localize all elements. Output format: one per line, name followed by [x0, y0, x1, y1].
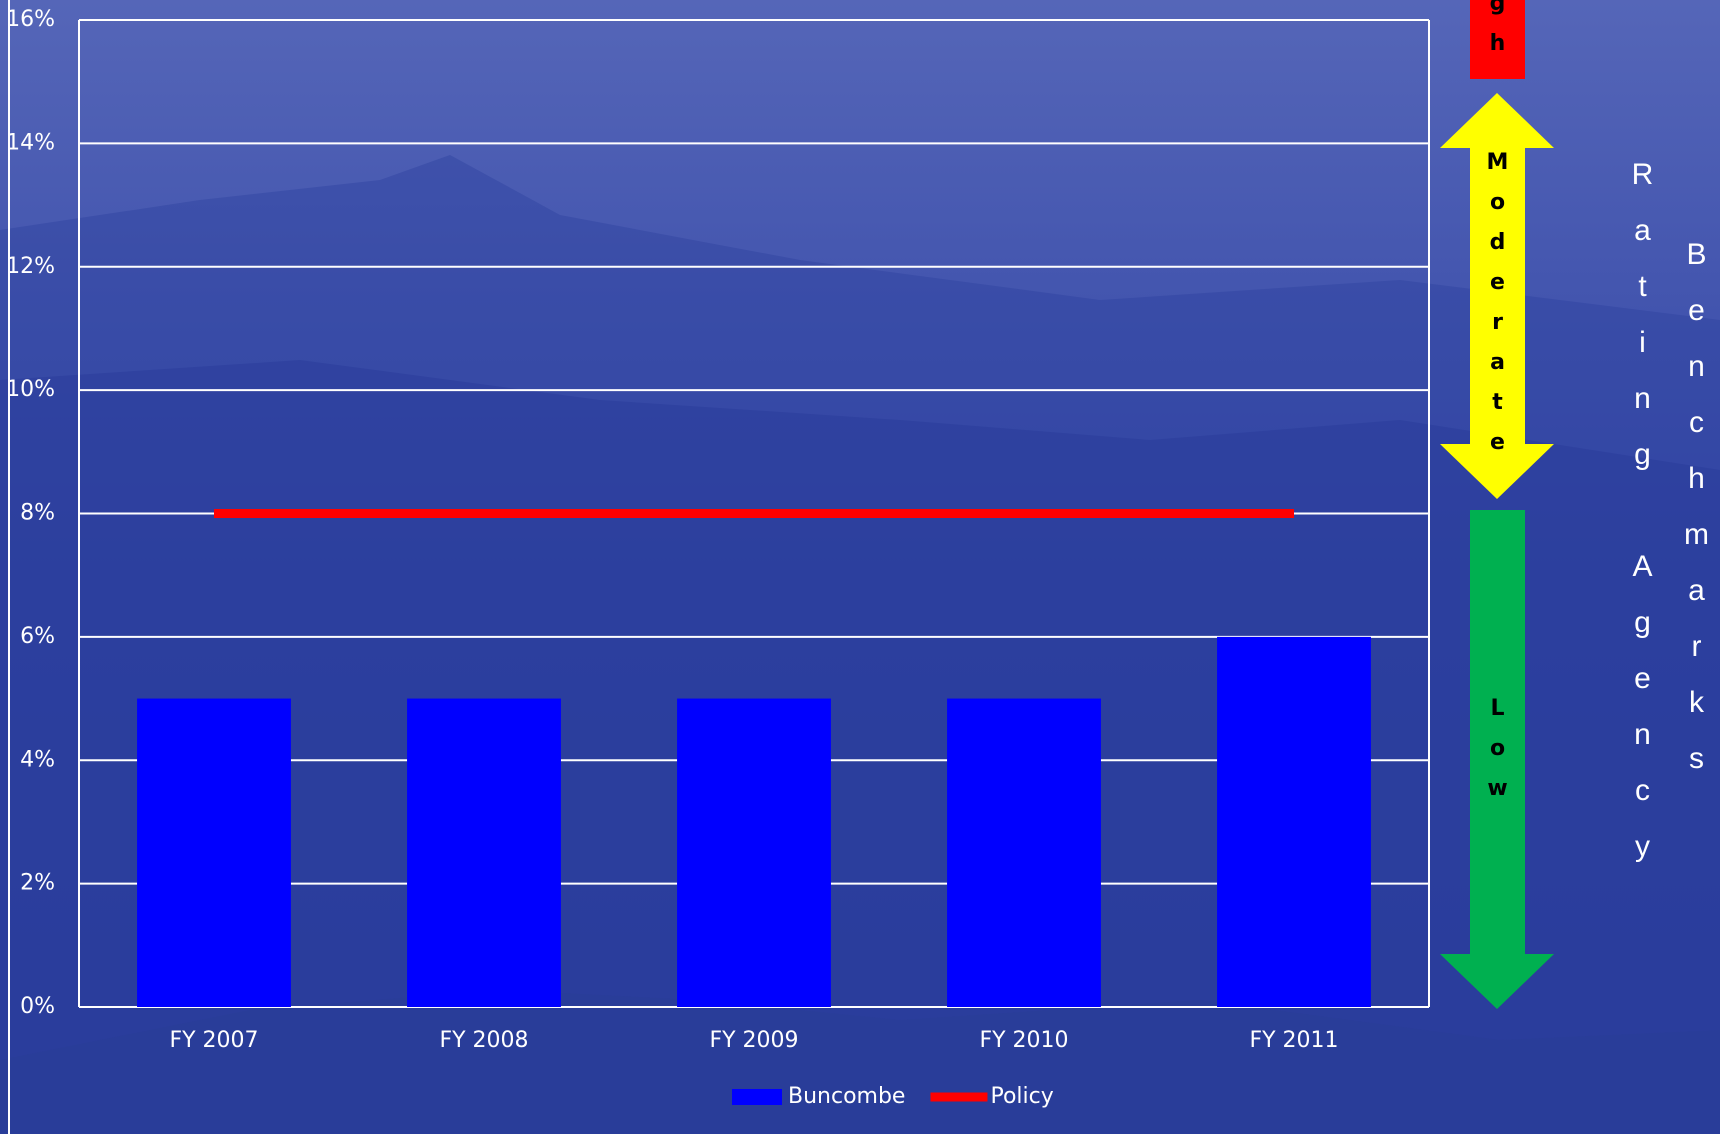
bar: [1217, 636, 1371, 1007]
side-label: Benchmarks: [1680, 238, 1713, 798]
high-label: High: [1485, 0, 1510, 71]
low-arrow: [1440, 510, 1554, 1009]
y-tick-label: 12%: [6, 254, 55, 279]
x-tick-label: FY 2011: [1249, 1028, 1338, 1053]
y-tick-label: 0%: [20, 994, 55, 1019]
x-tick-label: FY 2009: [709, 1028, 798, 1053]
y-tick-label: 8%: [20, 501, 55, 526]
bar: [407, 698, 561, 1007]
moderate-arrow: [1440, 93, 1554, 499]
y-tick-label: 10%: [6, 377, 55, 402]
high-arrow: [1470, 0, 1525, 79]
x-tick-label: FY 2008: [439, 1028, 528, 1053]
bar: [947, 698, 1101, 1007]
y-tick-label: 2%: [20, 871, 55, 896]
legend-label: Buncombe: [788, 1084, 905, 1109]
x-tick-label: FY 2007: [169, 1028, 258, 1053]
side-label: Rating Agency: [1626, 158, 1659, 886]
bar: [137, 698, 291, 1007]
bar: [677, 698, 831, 1007]
moderate-label: Moderate: [1485, 150, 1510, 470]
x-tick-label: FY 2010: [979, 1028, 1068, 1053]
y-tick-label: 16%: [6, 7, 55, 32]
low-label: Low: [1485, 696, 1510, 816]
y-tick-label: 14%: [6, 130, 55, 155]
mountain: [0, 990, 1720, 1134]
legend-swatch: [732, 1089, 782, 1105]
legend-label: Policy: [990, 1084, 1053, 1109]
y-tick-label: 6%: [20, 624, 55, 649]
y-tick-label: 4%: [20, 747, 55, 772]
